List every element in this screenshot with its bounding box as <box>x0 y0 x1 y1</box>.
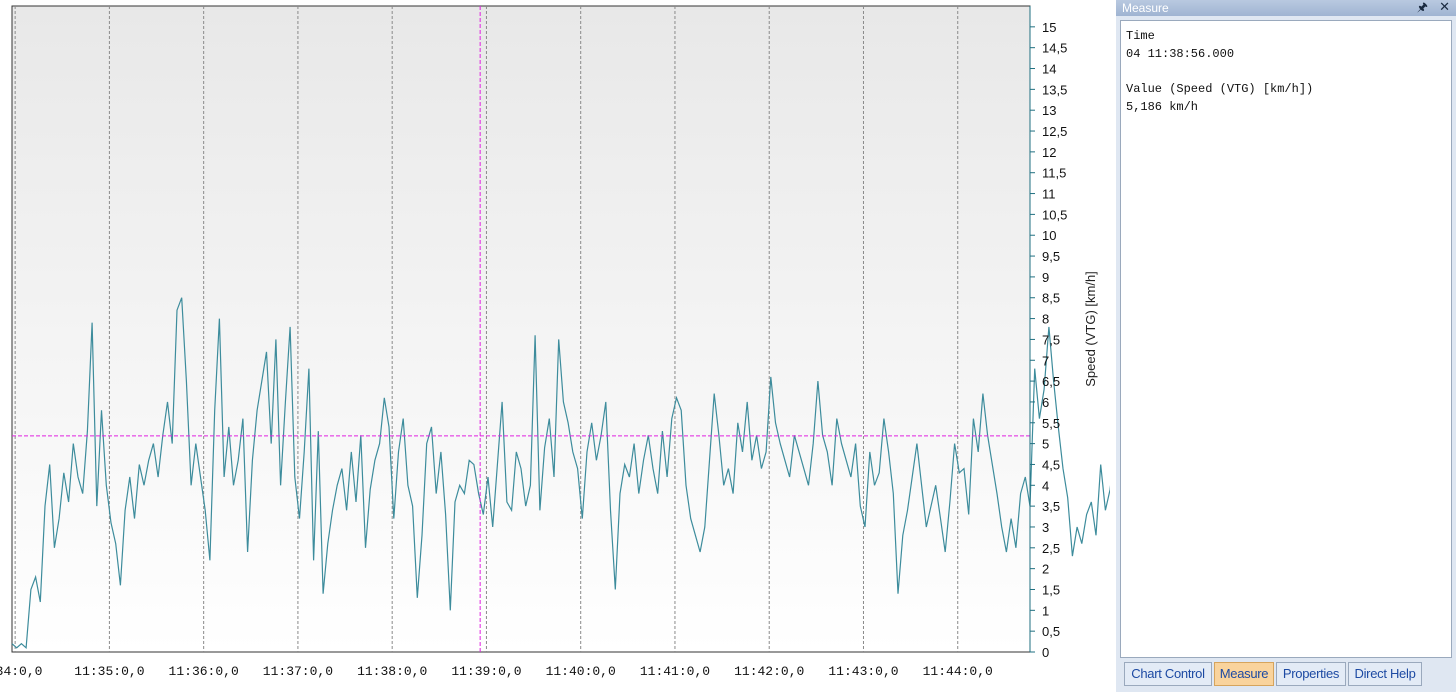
panel-title: Measure <box>1122 1 1169 15</box>
y-tick-label: 7 <box>1042 353 1049 368</box>
y-tick-label: 13 <box>1042 103 1056 118</box>
y-tick-label: 12,5 <box>1042 124 1067 139</box>
tab-direct-help[interactable]: Direct Help <box>1348 662 1422 686</box>
y-tick-label: 6,5 <box>1042 374 1060 389</box>
x-tick-label: 11:43:0,0 <box>828 664 898 679</box>
measure-panel: Measure 🖈︎ ✕ Time 04 11:38:56.000 Value … <box>1116 0 1456 692</box>
tab-properties[interactable]: Properties <box>1276 662 1346 686</box>
measure-content: Time 04 11:38:56.000 Value (Speed (VTG) … <box>1120 20 1452 658</box>
speed-series-line <box>11 297 1110 650</box>
y-tick-label: 11,5 <box>1042 166 1066 181</box>
speed-chart[interactable]: 00,511,522,533,544,555,566,577,588,599,5… <box>0 0 1110 692</box>
y-tick-label: 6 <box>1042 395 1049 410</box>
y-tick-label: 9,5 <box>1042 249 1060 264</box>
y-tick-label: 10 <box>1042 228 1056 243</box>
y-tick-label: 15 <box>1042 20 1056 35</box>
x-tick-label: 11:36:0,0 <box>169 664 239 679</box>
y-tick-label: 7,5 <box>1042 332 1060 347</box>
y-tick-label: 2,5 <box>1042 541 1060 556</box>
x-tick-label: 11:42:0,0 <box>734 664 804 679</box>
y-tick-label: 3,5 <box>1042 499 1060 514</box>
x-tick-label: 11:41:0,0 <box>640 664 710 679</box>
y-tick-label: 1 <box>1042 603 1049 618</box>
tab-chart-control[interactable]: Chart Control <box>1124 662 1212 686</box>
y-tick-label: 5 <box>1042 437 1049 452</box>
y-tick-label: 0,5 <box>1042 624 1060 639</box>
y-tick-label: 5,5 <box>1042 416 1060 431</box>
pin-icon[interactable]: 🖈︎ <box>1416 0 1428 14</box>
y-axis-label: Speed (VTG) [km/h] <box>1083 271 1098 387</box>
value-value: 5,186 km/h <box>1126 100 1199 114</box>
y-tick-label: 1,5 <box>1042 582 1060 597</box>
y-tick-label: 4,5 <box>1042 457 1060 472</box>
y-tick-label: 3 <box>1042 520 1049 535</box>
tab-measure[interactable]: Measure <box>1214 662 1274 686</box>
y-tick-label: 14 <box>1042 62 1056 77</box>
plot-area[interactable] <box>11 5 1031 653</box>
y-tick-label: 2 <box>1042 562 1049 577</box>
y-tick-label: 4 <box>1042 478 1049 493</box>
y-tick-label: 8 <box>1042 312 1049 327</box>
y-tick-label: 13,5 <box>1042 82 1067 97</box>
time-label: Time <box>1126 29 1155 43</box>
x-tick-label: 11:38:0,0 <box>357 664 427 679</box>
value-label: Value (Speed (VTG) [km/h]) <box>1126 82 1314 96</box>
close-icon[interactable]: ✕ <box>1439 0 1450 14</box>
x-tick-label: 11:35:0,0 <box>74 664 144 679</box>
time-value: 04 11:38:56.000 <box>1126 47 1235 61</box>
y-tick-label: 9 <box>1042 270 1049 285</box>
x-tick-label: 11:39:0,0 <box>451 664 521 679</box>
y-tick-label: 8,5 <box>1042 291 1060 306</box>
panel-header: Measure 🖈︎ ✕ <box>1116 0 1456 16</box>
y-tick-label: 10,5 <box>1042 207 1067 222</box>
chart-area[interactable]: 0 0,5 1 1,5 2 2,5 3 3,5 4 4,5 5 5,5 6 6,5 7 7,5 8 8,5 9 9,5… <box>0 0 1110 692</box>
x-tick-label: :34:0,0 <box>0 664 42 679</box>
x-tick-label: 11:37:0,0 <box>263 664 333 679</box>
x-tick-label: 11:44:0,0 <box>923 664 993 679</box>
y-tick-label: 14,5 <box>1042 41 1067 56</box>
y-tick-label: 11 <box>1042 187 1056 202</box>
x-tick-label: 11:40:0,0 <box>546 664 616 679</box>
y-tick-label: 0 <box>1042 645 1049 660</box>
y-tick-label: 12 <box>1042 145 1056 160</box>
